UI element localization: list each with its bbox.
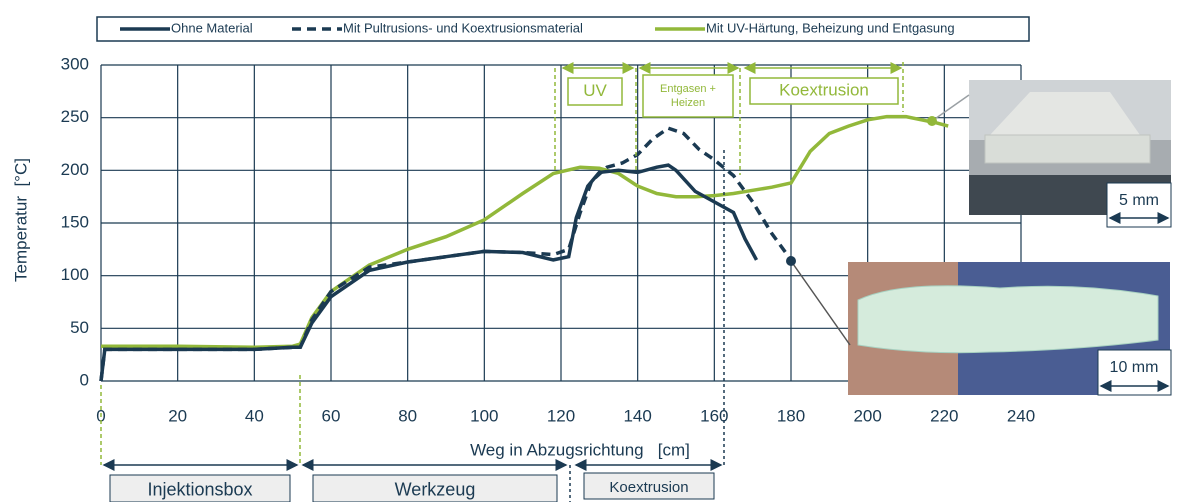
- y-axis-label: Temperatur [°C]: [11, 158, 30, 282]
- zone-box: [567, 77, 623, 106]
- x-axis-label: Weg in Abzugsrichtung [cm]: [470, 440, 690, 459]
- zone-box: [312, 474, 558, 502]
- zone-box: [642, 74, 734, 118]
- y-tick-label: 0: [80, 370, 89, 389]
- zone-box: [583, 472, 715, 500]
- zone-box: [109, 474, 291, 502]
- y-tick-label: 200: [61, 160, 89, 179]
- x-tick-label: 160: [700, 406, 728, 425]
- zone-label: Koextrusion: [609, 479, 688, 496]
- y-tick-label: 300: [61, 54, 89, 73]
- connector-dot: [786, 256, 796, 266]
- x-tick-label: 100: [470, 406, 498, 425]
- photo-top-profile: [990, 92, 1140, 135]
- legend-label: Mit UV-Härtung, Beheizung und Entgasung: [706, 20, 955, 35]
- x-tick-label: 240: [1007, 406, 1035, 425]
- x-tick-label: 60: [322, 406, 341, 425]
- zone-label: Entgasen +: [660, 83, 716, 95]
- y-tick-label: 250: [61, 107, 89, 126]
- zone-markers: [100, 62, 904, 465]
- series-line: [101, 114, 949, 350]
- series-line: [99, 126, 793, 382]
- scale-label: 10 mm: [1110, 359, 1159, 376]
- zone-label: Injektionsbox: [147, 479, 252, 499]
- y-tick-label: 100: [61, 265, 89, 284]
- connector: [790, 260, 851, 346]
- x-tick-label: 120: [547, 406, 575, 425]
- x-tick-label: 80: [398, 406, 417, 425]
- connector-dot: [927, 116, 937, 126]
- x-tick-label: 220: [930, 406, 958, 425]
- photo-top-profile: [984, 134, 1151, 164]
- x-tick-label: 140: [623, 406, 651, 425]
- scale-label: 5 mm: [1119, 192, 1159, 209]
- zone-box: [749, 77, 899, 105]
- x-tick-label: 200: [853, 406, 881, 425]
- legend-label: Mit Pultrusions- und Koextrusionsmateria…: [343, 20, 583, 35]
- x-tick-label: 40: [245, 406, 264, 425]
- series-line: [99, 163, 759, 382]
- legend-label: Ohne Material: [171, 20, 253, 35]
- y-tick-label: 150: [61, 212, 89, 231]
- x-tick-label: 180: [777, 406, 805, 425]
- y-tick-label: 50: [70, 318, 89, 337]
- legend-box: [96, 16, 1030, 42]
- zone-label: Koextrusion: [779, 80, 869, 99]
- x-tick-label: 20: [168, 406, 187, 425]
- connector: [931, 94, 970, 122]
- photo-bottom-sample: [857, 285, 1159, 354]
- zone-label: Heizen: [671, 97, 705, 109]
- zone-label: Werkzeug: [395, 479, 476, 499]
- zone-label: UV: [583, 81, 607, 100]
